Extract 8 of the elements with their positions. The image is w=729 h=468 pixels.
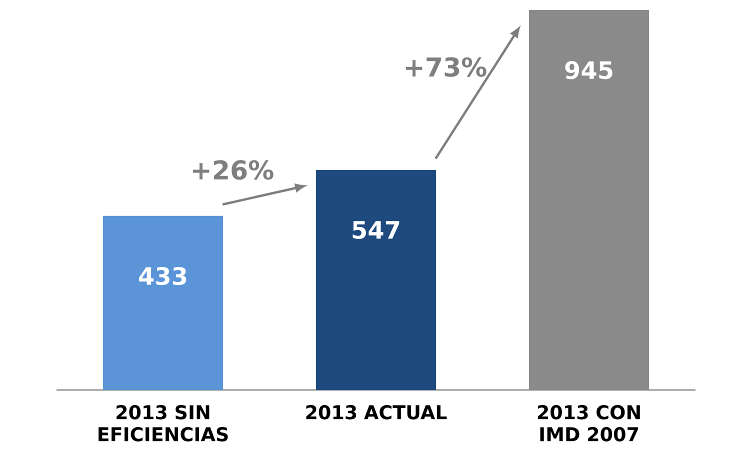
x-tick-label: 2013 SIN EFICIENCIAS	[98, 405, 228, 442]
data-label: 945	[565, 61, 612, 80]
x-tick-label: 2013 CON IMD 2007	[538, 405, 640, 442]
data-label: 547	[352, 221, 400, 239]
data-label: 433	[139, 266, 186, 286]
x-tick-label: 2013 ACTUAL	[306, 405, 447, 420]
annotation: +26%	[192, 160, 274, 180]
annotation: +73%	[406, 57, 486, 77]
